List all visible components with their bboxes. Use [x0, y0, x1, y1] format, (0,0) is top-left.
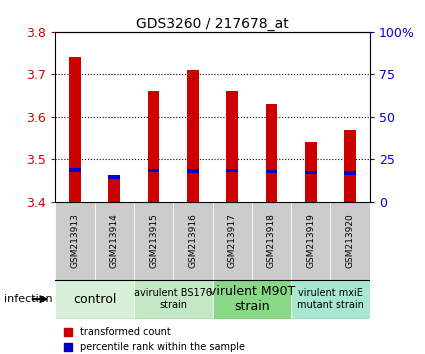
Bar [187, 170, 199, 173]
Bar [69, 57, 81, 202]
Text: GSM213915: GSM213915 [149, 213, 158, 268]
Bar [173, 32, 212, 202]
Bar [55, 32, 94, 202]
Text: infection: infection [4, 294, 53, 304]
Bar [94, 32, 134, 202]
Bar [291, 32, 330, 202]
Legend: transformed count, percentile rank within the sample: transformed count, percentile rank withi… [60, 324, 249, 354]
Bar [212, 32, 252, 202]
Text: avirulent BS176
strain: avirulent BS176 strain [134, 288, 212, 310]
Text: GSM213919: GSM213919 [306, 213, 315, 268]
Text: GSM213920: GSM213920 [346, 213, 354, 268]
Bar [147, 91, 159, 202]
Bar [108, 176, 120, 202]
Text: virulent M90T
strain: virulent M90T strain [209, 285, 295, 313]
Bar [173, 202, 212, 280]
Bar [134, 32, 173, 202]
Bar [226, 169, 238, 172]
Text: control: control [73, 293, 116, 306]
Text: GSM213913: GSM213913 [71, 213, 79, 268]
Bar [55, 202, 94, 280]
Bar [69, 168, 81, 172]
Bar [212, 202, 252, 280]
Bar [344, 130, 356, 202]
Bar [134, 280, 212, 319]
Bar [266, 104, 278, 202]
Bar [305, 171, 317, 174]
Bar [330, 32, 370, 202]
Bar [187, 70, 199, 202]
Bar [147, 169, 159, 172]
Bar [55, 280, 134, 319]
Text: virulent mxiE
mutant strain: virulent mxiE mutant strain [297, 288, 364, 310]
Bar [134, 202, 173, 280]
Text: GSM213918: GSM213918 [267, 213, 276, 268]
Text: GSM213914: GSM213914 [110, 213, 119, 268]
Bar [291, 280, 370, 319]
Text: GSM213917: GSM213917 [228, 213, 237, 268]
Bar [212, 280, 291, 319]
Bar [108, 176, 120, 179]
Bar [344, 171, 356, 175]
Bar [252, 32, 291, 202]
Text: GSM213916: GSM213916 [188, 213, 197, 268]
Bar [331, 202, 370, 280]
Bar [305, 142, 317, 202]
Bar [94, 202, 134, 280]
Bar [252, 202, 291, 280]
Title: GDS3260 / 217678_at: GDS3260 / 217678_at [136, 17, 289, 31]
Bar [226, 91, 238, 202]
Bar [291, 202, 331, 280]
Bar [266, 170, 278, 173]
